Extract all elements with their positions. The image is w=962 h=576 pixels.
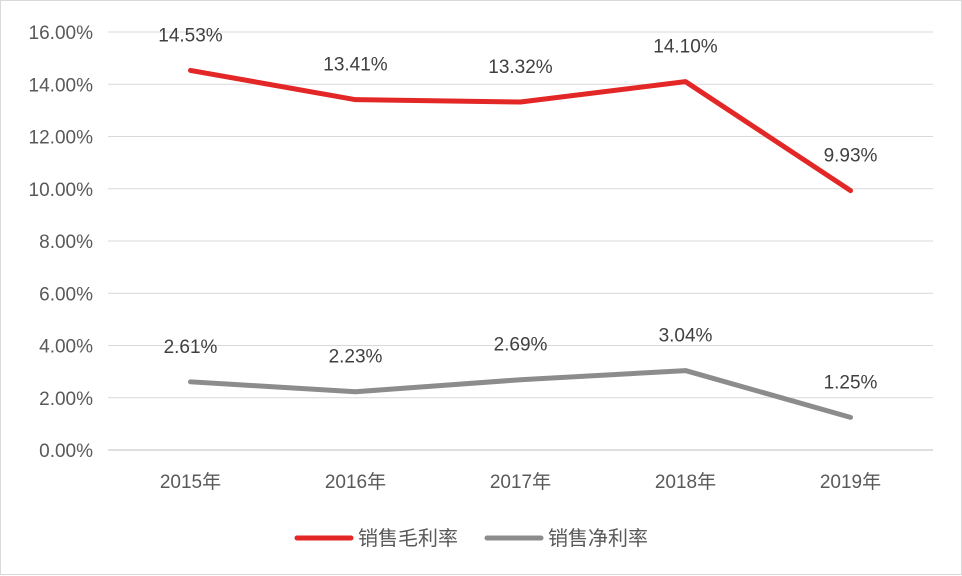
data-label: 2.61% bbox=[164, 337, 218, 358]
series-lines bbox=[190, 70, 850, 417]
y-tick-label: 2.00% bbox=[39, 389, 93, 410]
x-tick-label: 2019年 bbox=[820, 471, 881, 493]
data-label: 2.23% bbox=[329, 347, 383, 368]
y-tick-label: 10.00% bbox=[29, 180, 94, 201]
y-tick-label: 0.00% bbox=[39, 441, 93, 462]
series-line-2 bbox=[191, 371, 851, 418]
y-tick-label: 14.00% bbox=[29, 75, 94, 96]
y-tick-label: 12.00% bbox=[29, 128, 94, 149]
y-tick-label: 8.00% bbox=[39, 232, 93, 253]
data-label: 14.53% bbox=[158, 25, 223, 46]
y-tick-label: 6.00% bbox=[39, 284, 93, 305]
series-line-1 bbox=[191, 70, 851, 190]
data-labels: 14.53% 13.41% 13.32% 14.10% 9.93% 2.61% 2.23% 2… bbox=[158, 25, 877, 393]
legend-label: 销售净利率 bbox=[548, 527, 648, 550]
y-tick-label: 16.00% bbox=[29, 23, 94, 44]
data-label: 9.93% bbox=[824, 146, 878, 167]
data-label: 1.25% bbox=[824, 372, 878, 393]
x-tick-label: 2018年 bbox=[655, 471, 716, 493]
legend: 销售毛利率 销售净利率 bbox=[297, 527, 648, 550]
data-label: 14.10% bbox=[653, 37, 718, 58]
y-axis-ticks: 0.00% 2.00% 4.00% 6.00% 8.00% 10.00% 12.00% 14.… bbox=[29, 23, 94, 462]
gridlines bbox=[108, 32, 933, 450]
data-label: 13.41% bbox=[323, 55, 388, 76]
data-label: 2.69% bbox=[494, 335, 548, 356]
x-tick-label: 2015年 bbox=[160, 471, 221, 493]
x-tick-label: 2016年 bbox=[325, 471, 386, 493]
x-tick-label: 2017年 bbox=[490, 471, 551, 493]
data-label: 3.04% bbox=[659, 326, 713, 347]
y-tick-label: 4.00% bbox=[39, 337, 93, 358]
x-axis-ticks: 2015年 2016年 2017年 2018年 2019年 bbox=[160, 471, 881, 493]
data-label: 13.32% bbox=[488, 57, 553, 78]
legend-label: 销售毛利率 bbox=[358, 527, 458, 550]
